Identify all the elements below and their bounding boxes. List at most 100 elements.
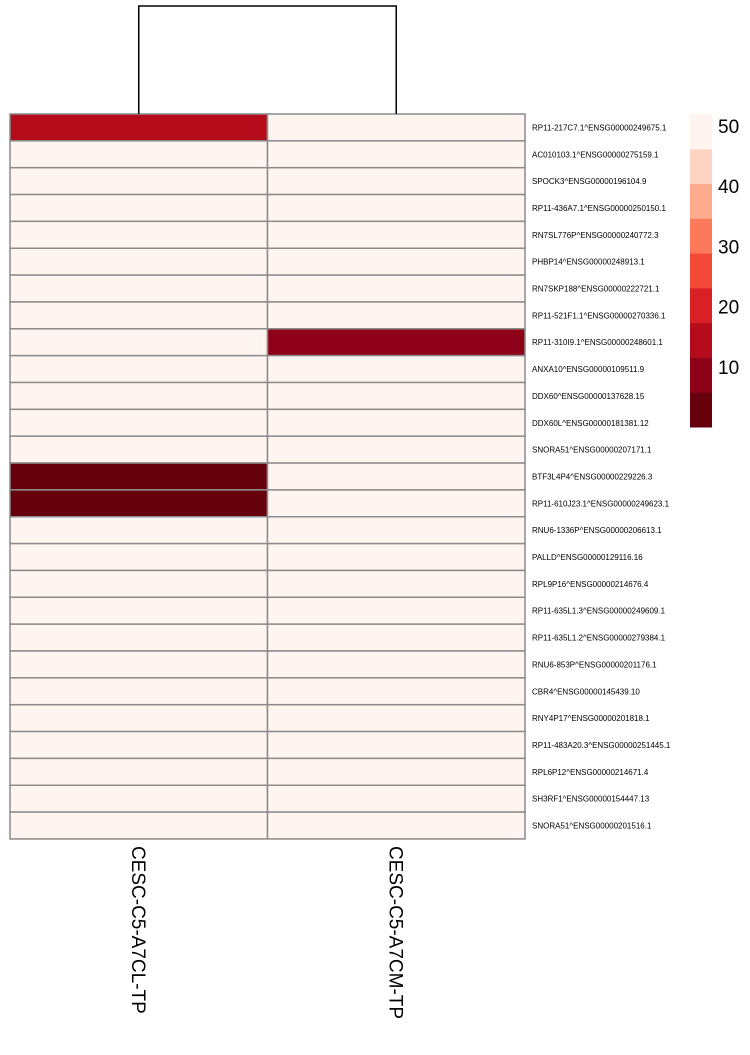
row-label: DDX60^ENSG00000137628.15 <box>532 392 645 401</box>
legend-swatch <box>690 218 712 254</box>
heatmap-cell <box>266 462 526 491</box>
heatmap-cell <box>266 113 526 142</box>
row-label: RNU6-853P^ENSG00000201176.1 <box>532 660 657 669</box>
heatmap-cell <box>9 328 269 357</box>
heatmap-cell <box>9 274 269 303</box>
heatmap-cell <box>266 301 526 330</box>
heatmap-cell <box>266 489 526 518</box>
legend-swatch <box>690 392 712 428</box>
heatmap-cell <box>266 274 526 303</box>
row-label: DDX60L^ENSG00000181381.12 <box>532 419 649 428</box>
row-label: RP11-635L1.2^ENSG00000279384.1 <box>532 634 666 643</box>
row-labels: RP11-217C7.1^ENSG00000249675.1 AC010103.1… <box>532 123 671 830</box>
row-label: SPOCK3^ENSG00000196104.9 <box>532 177 647 186</box>
row-label: SH3RF1^ENSG00000154447.13 <box>532 795 650 804</box>
heatmap-cell <box>266 435 526 464</box>
heatmap-cell <box>266 784 526 813</box>
heatmap-cell <box>266 140 526 169</box>
heatmap-cell <box>9 542 269 572</box>
heatmap-cell <box>9 166 269 196</box>
heatmap-cell <box>266 811 526 840</box>
row-label: RPL9P16^ENSG00000214676.4 <box>532 580 649 589</box>
heatmap-cell <box>9 623 269 652</box>
legend-tick-label: 30 <box>718 237 739 258</box>
heatmap-cell <box>266 623 526 652</box>
column-label: CESC-C5-A7CM-TP <box>384 846 405 1019</box>
heatmap-cell <box>9 757 269 787</box>
legend-swatch <box>690 322 712 358</box>
heatmap-cell <box>9 569 269 599</box>
heatmap-cell <box>266 757 526 787</box>
row-label: RP11-635L1.3^ENSG00000249609.1 <box>532 607 666 616</box>
row-label: CBR4^ENSG00000145439.10 <box>532 687 640 696</box>
heatmap-cell <box>266 542 526 572</box>
heatmap-cell <box>9 354 269 384</box>
legend-tick-label: 10 <box>718 358 739 379</box>
legend-swatch <box>690 287 712 324</box>
row-label: RPL6P12^ENSG00000214671.4 <box>532 768 649 777</box>
legend-tick-label: 40 <box>718 177 739 198</box>
heatmap-cell <box>266 596 526 625</box>
heatmap-cell <box>9 408 269 437</box>
row-label: RP11-436A7.1^ENSG00000250150.1 <box>532 204 666 213</box>
legend-swatch <box>690 357 712 393</box>
heatmap-cell <box>266 247 526 276</box>
heatmap-cell <box>9 113 269 142</box>
heatmap-cell <box>9 435 269 464</box>
row-label: PHBP14^ENSG00000248913.1 <box>532 258 645 267</box>
row-label: AC010103.1^ENSG00000275159.1 <box>532 150 659 159</box>
heatmap-cell <box>266 569 526 599</box>
row-label: RP11-483A20.3^ENSG00000251445.1 <box>532 741 671 750</box>
row-label: RN7SKP188^ENSG00000222721.1 <box>532 285 660 294</box>
heatmap-cell <box>9 811 269 840</box>
heatmap-cell <box>266 166 526 196</box>
legend: 10 20 30 40 50 <box>690 114 739 428</box>
heatmap-cell <box>9 140 269 169</box>
heatmap-cells <box>9 113 526 840</box>
row-label: RP11-610J23.1^ENSG00000249623.1 <box>532 499 670 508</box>
heatmap-cell <box>266 328 526 357</box>
legend-tick-label: 20 <box>718 298 739 319</box>
heatmap-cell <box>9 516 269 545</box>
row-label: RP11-217C7.1^ENSG00000249675.1 <box>532 123 667 132</box>
heatmap-cell <box>266 703 526 733</box>
heatmap-cell <box>9 301 269 330</box>
heatmap-cell <box>9 650 269 679</box>
row-label: BTF3L4P4^ENSG00000229226.3 <box>532 472 653 481</box>
heatmap-cell <box>9 703 269 733</box>
legend-swatch <box>690 114 712 150</box>
heatmap-cell <box>9 193 269 223</box>
heatmap-cell <box>266 193 526 223</box>
heatmap-cell <box>266 354 526 384</box>
heatmap-cell <box>9 730 269 760</box>
heatmap-cell <box>9 677 269 706</box>
column-labels: CESC-C5-A7CL-TP CESC-C5-A7CM-TP <box>127 846 406 1019</box>
row-label: RN7SL776P^ENSG00000240772.3 <box>532 231 659 240</box>
heatmap-cell <box>266 650 526 679</box>
column-dendrogram <box>138 5 397 114</box>
heatmap-cell <box>9 381 269 411</box>
heatmap-cell <box>9 247 269 276</box>
legend-swatch <box>690 183 712 219</box>
row-label: ANXA10^ENSG00000109511.9 <box>532 365 645 374</box>
row-label: RP11-310I9.1^ENSG00000248601.1 <box>532 338 663 347</box>
heatmap-cell <box>9 784 269 813</box>
row-label: RNU6-1336P^ENSG00000206613.1 <box>532 526 662 535</box>
heatmap-cell <box>266 220 526 249</box>
row-label: RP11-521F1.1^ENSG00000270336.1 <box>532 311 666 320</box>
heatmap-cell <box>266 381 526 411</box>
row-label: SNORA51^ENSG00000207171.1 <box>532 446 652 455</box>
column-label: CESC-C5-A7CL-TP <box>127 846 148 1014</box>
heatmap-cell <box>9 596 269 625</box>
heatmap-cell <box>9 220 269 249</box>
heatmap-cell <box>9 489 269 518</box>
row-label: SNORA51^ENSG00000201516.1 <box>532 822 652 831</box>
row-label: RNY4P17^ENSG00000201818.1 <box>532 714 650 723</box>
heatmap-cell <box>266 677 526 706</box>
legend-swatch <box>690 148 712 185</box>
heatmap-cell <box>9 462 269 491</box>
heatmap-cell <box>266 730 526 760</box>
heatmap-cell <box>266 516 526 545</box>
